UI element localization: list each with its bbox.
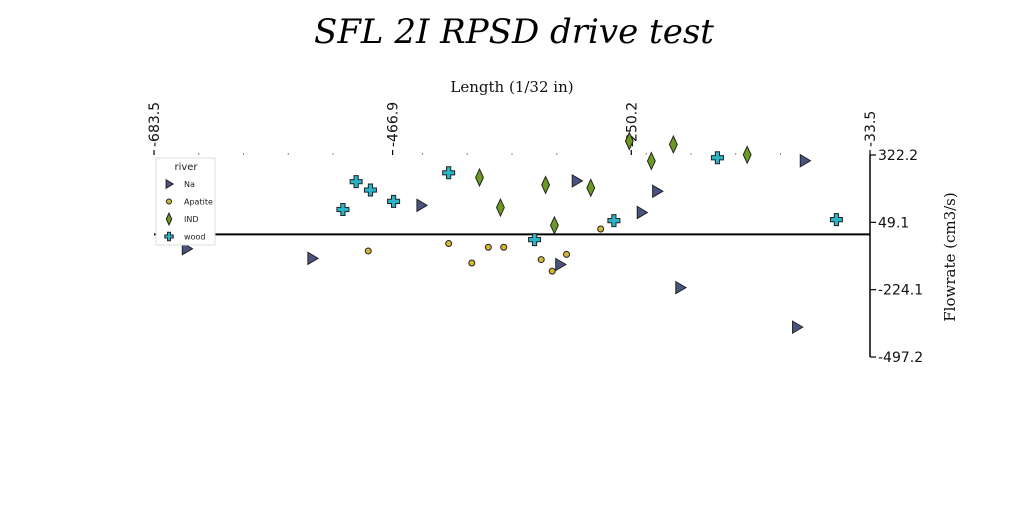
legend-item-ind: IND [165,211,199,227]
data-point-ind [475,167,484,188]
legend-item-wood: wood [164,231,205,242]
data-point-ind [668,134,678,155]
x-tick-label: -466.9 [386,102,402,147]
y-tick-label: -497.2 [878,350,923,366]
legend-marker-apatite [166,198,172,205]
data-point-na [675,280,687,295]
data-point-wood [336,203,350,217]
series-ind-points [475,131,752,235]
legend-marker-na [165,178,175,190]
y-tick-label: 49.1 [878,215,909,231]
data-point-na [652,184,664,199]
legend-box [155,157,216,246]
data-point-ind [495,197,505,218]
legend: river Na Apatite IND wood [155,157,216,246]
legend-label: wood [184,233,205,242]
data-point-apatite [597,225,605,233]
data-point-na [416,198,429,213]
data-point-ind [549,215,559,235]
data-point-wood [710,151,724,165]
data-point-apatite [548,267,556,275]
data-point-apatite [500,243,508,251]
legend-marker-ind [165,211,173,227]
data-point-na [799,153,812,168]
legend-label: Na [184,180,195,189]
data-point-na [181,241,194,256]
legend-marker-wood [164,231,174,242]
data-point-wood [528,233,542,247]
y-axis: 322.2 49.1 -224.1 -497.2 [869,148,923,366]
data-point-na [307,251,320,266]
data-point-apatite [445,240,453,248]
data-point-wood [387,194,401,208]
data-point-wood [442,166,456,180]
y-tick-label: -224.1 [878,283,923,299]
legend-label: Apatite [184,198,213,207]
data-point-apatite [537,256,545,264]
data-point-na [555,257,567,272]
data-point-ind [646,151,656,171]
data-point-na [636,205,649,220]
x-tick-label: -33.5 [863,111,879,147]
legend-item-na: Na [165,178,195,190]
x-axis-label: Length (1/32 in) [450,78,573,96]
legend-title: river [174,162,198,173]
data-point-wood [607,214,621,228]
data-point-wood [349,175,363,189]
data-point-apatite [364,247,372,255]
series-na-points [181,153,812,334]
data-points [181,131,843,334]
legend-label: IND [184,215,199,224]
data-point-apatite [563,250,571,258]
data-point-wood [363,183,377,197]
data-point-na [571,174,584,188]
data-point-ind [742,145,752,165]
data-point-ind [586,178,596,198]
x-axis: -683.5 -466.9 -250.2 -33.5 [147,102,879,155]
series-apatite-points [364,225,605,275]
data-point-ind [624,131,634,151]
y-axis-label: Flowrate (cm3/s) [941,192,959,322]
data-point-na [792,320,804,334]
data-point-apatite [484,243,492,251]
series-wood-points [336,151,843,247]
data-point-wood [829,213,843,227]
y-tick-label: 322.2 [878,148,918,164]
legend-item-apatite: Apatite [166,198,213,207]
data-point-ind [541,175,551,195]
data-point-apatite [468,259,476,267]
chart-title: SFL 2I RPSD drive test [314,12,714,52]
x-tick-label: -683.5 [147,102,163,147]
legend-items: Na Apatite IND wood [164,178,213,242]
